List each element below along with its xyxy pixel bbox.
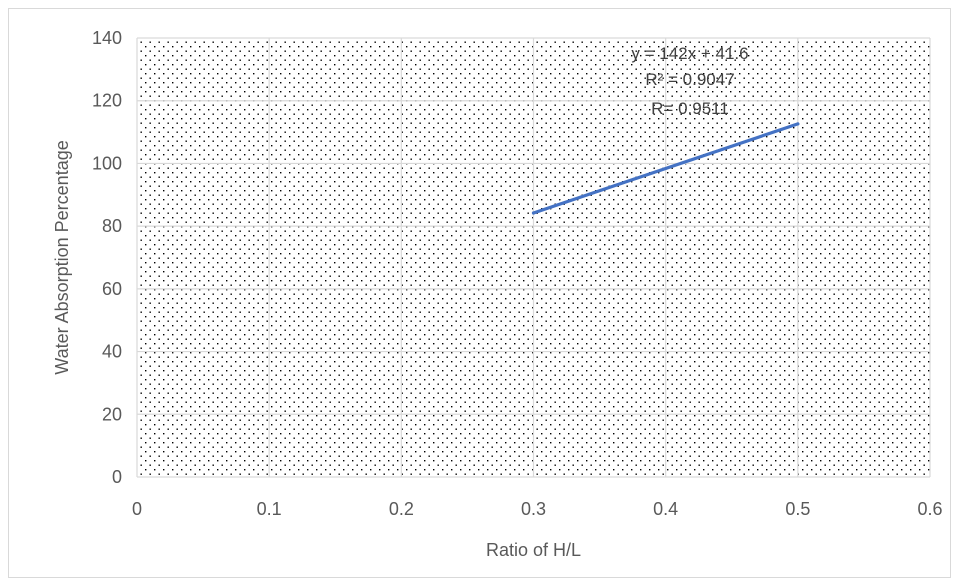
y-tick-label: 80	[102, 216, 122, 236]
y-tick-label: 120	[92, 91, 122, 111]
trendline-annotation: R² = 0.9047	[645, 70, 734, 89]
x-tick-label: 0.3	[521, 499, 546, 519]
trendline-annotations: y = 142x + 41.6 R² = 0.9047 R= 0.9511	[631, 44, 748, 118]
y-tick-label: 0	[112, 467, 122, 487]
x-tick-label: 0	[132, 499, 142, 519]
y-tick-label: 100	[92, 153, 122, 173]
gridlines	[136, 37, 931, 478]
data-point	[796, 122, 800, 126]
tick-labels: 0 20 40 60 80 100 120 140 0 0.1 0.2 0.3 0.4 0.5 0.6	[92, 28, 943, 519]
x-tick-label: 0.4	[653, 499, 678, 519]
x-tick-label: 0.1	[257, 499, 282, 519]
y-tick-label: 40	[102, 342, 122, 362]
x-tick-label: 0.5	[785, 499, 810, 519]
series-line	[531, 122, 800, 215]
y-axis-title: Water Absorption Percentage	[52, 140, 72, 374]
y-tick-label: 20	[102, 404, 122, 424]
y-tick-label: 140	[92, 28, 122, 48]
trendline-annotation: y = 142x + 41.6	[631, 44, 748, 63]
trendline-annotation: R= 0.9511	[651, 99, 729, 118]
data-point	[531, 211, 536, 215]
x-axis-title: Ratio of H/L	[486, 540, 581, 560]
x-tick-label: 0.6	[917, 499, 942, 519]
x-tick-label: 0.2	[389, 499, 414, 519]
series-layer	[531, 122, 800, 215]
y-tick-label: 60	[102, 279, 122, 299]
